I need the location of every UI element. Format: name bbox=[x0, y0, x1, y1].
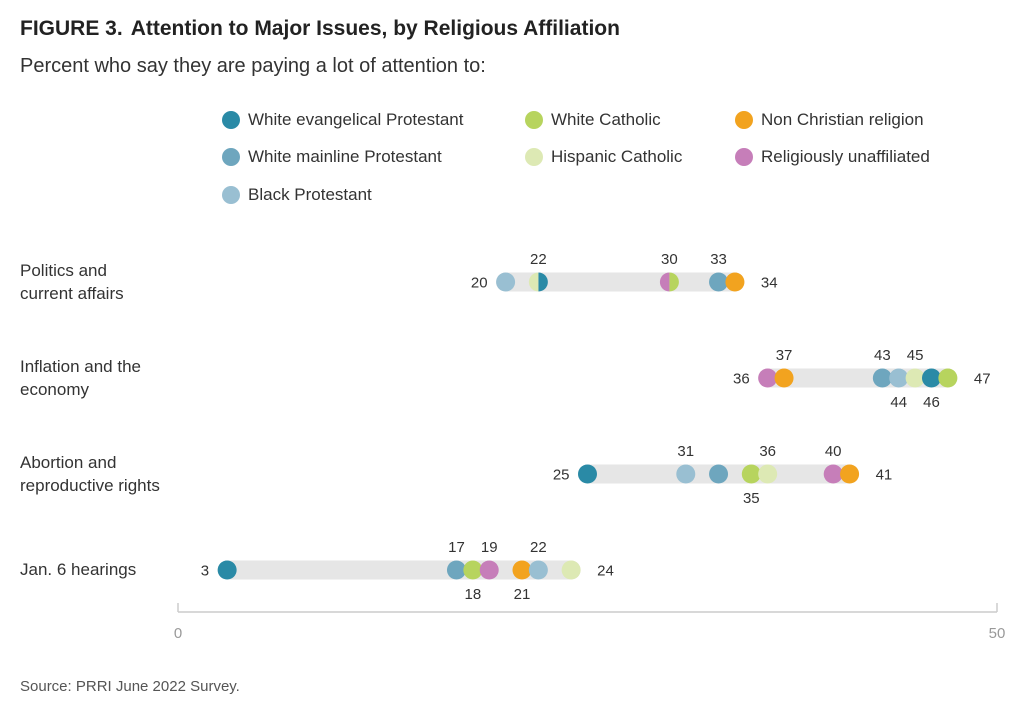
data-label: 19 bbox=[481, 539, 498, 556]
data-point bbox=[741, 464, 761, 484]
legend-swatch bbox=[735, 111, 753, 129]
legend-item: White Catholic bbox=[525, 110, 661, 130]
data-label: 45 bbox=[907, 347, 924, 364]
data-point bbox=[528, 560, 548, 580]
row-label-line: economy bbox=[20, 380, 89, 399]
data-point bbox=[659, 272, 670, 292]
legend-item: Non Christian religion bbox=[735, 110, 924, 130]
row-label-line: current affairs bbox=[20, 284, 124, 303]
data-label: 36 bbox=[759, 443, 776, 460]
row-label-jan6: Jan. 6 hearings bbox=[20, 558, 180, 581]
data-label: 31 bbox=[677, 443, 694, 460]
data-point bbox=[921, 368, 941, 388]
legend-label: Hispanic Catholic bbox=[551, 147, 683, 166]
data-label: 22 bbox=[530, 539, 547, 556]
data-point bbox=[578, 464, 597, 484]
data-point bbox=[840, 464, 860, 484]
legend-label: Black Protestant bbox=[248, 185, 372, 204]
data-point bbox=[528, 272, 539, 292]
data-point bbox=[561, 560, 581, 580]
row-label-line: Jan. 6 hearings bbox=[20, 560, 137, 579]
data-label: 25 bbox=[553, 467, 570, 484]
data-point bbox=[872, 368, 892, 388]
row-label-politics: Politics and current affairs bbox=[20, 259, 180, 305]
data-label: 22 bbox=[530, 251, 547, 268]
legend-label: Religiously unaffiliated bbox=[761, 147, 930, 166]
data-point bbox=[709, 464, 729, 484]
data-point bbox=[463, 560, 483, 580]
data-label: 24 bbox=[597, 563, 614, 580]
data-label: 36 bbox=[733, 371, 750, 388]
row-label-line: reproductive rights bbox=[20, 476, 160, 495]
legend-swatch bbox=[525, 111, 543, 129]
data-point bbox=[905, 368, 925, 388]
data-label: 47 bbox=[974, 371, 991, 388]
data-label: 18 bbox=[464, 586, 481, 603]
source-note: Source: PRRI June 2022 Survey. bbox=[20, 678, 240, 695]
data-label: 35 bbox=[743, 490, 760, 507]
data-point bbox=[669, 272, 679, 292]
data-point bbox=[512, 560, 532, 580]
chart-title: FIGURE 3. Attention to Major Issues, by R… bbox=[20, 17, 620, 41]
legend-item: White evangelical Protestant bbox=[222, 110, 463, 130]
x-tick-label: 0 bbox=[174, 625, 182, 642]
data-label: 20 bbox=[471, 275, 488, 292]
row-label-inflation: Inflation and the economy bbox=[20, 355, 180, 401]
row-label-line: Politics and bbox=[20, 261, 107, 280]
data-point bbox=[938, 368, 958, 388]
data-point bbox=[496, 272, 516, 292]
data-label: 41 bbox=[876, 467, 893, 484]
data-point bbox=[774, 368, 794, 388]
data-point bbox=[758, 368, 778, 388]
legend-label: White Catholic bbox=[551, 110, 661, 129]
data-label: 40 bbox=[825, 443, 842, 460]
chart-subtitle: Percent who say they are paying a lot of… bbox=[20, 55, 486, 77]
legend-item: Black Protestant bbox=[222, 185, 372, 205]
data-label: 34 bbox=[761, 275, 778, 292]
data-point bbox=[709, 272, 729, 292]
data-label: 44 bbox=[890, 394, 907, 411]
data-point bbox=[758, 464, 778, 484]
data-point bbox=[479, 560, 499, 580]
data-point bbox=[676, 464, 696, 484]
data-label: 33 bbox=[710, 251, 727, 268]
data-point bbox=[823, 464, 843, 484]
data-label: 17 bbox=[448, 539, 465, 556]
legend-swatch bbox=[222, 186, 240, 204]
legend-swatch bbox=[735, 148, 753, 166]
data-point bbox=[889, 368, 909, 388]
legend-item: Religiously unaffiliated bbox=[735, 147, 930, 167]
data-point bbox=[446, 560, 466, 580]
legend-item: Hispanic Catholic bbox=[525, 147, 682, 167]
data-label: 21 bbox=[514, 586, 531, 603]
legend-swatch bbox=[222, 148, 240, 166]
data-point bbox=[217, 560, 237, 580]
row-label-line: Inflation and the bbox=[20, 357, 141, 376]
figure-title: Attention to Major Issues, by Religious … bbox=[130, 17, 620, 40]
legend-label: Non Christian religion bbox=[761, 110, 924, 129]
data-point bbox=[725, 272, 745, 292]
legend-label: White mainline Protestant bbox=[248, 147, 442, 166]
data-label: 3 bbox=[201, 563, 209, 580]
data-label: 37 bbox=[776, 347, 793, 364]
figure-number: FIGURE 3. bbox=[20, 17, 123, 40]
data-point bbox=[538, 272, 548, 292]
data-label: 30 bbox=[661, 251, 678, 268]
row-label-line: Abortion and bbox=[20, 453, 117, 472]
legend-swatch bbox=[222, 111, 240, 129]
row-label-abortion: Abortion and reproductive rights bbox=[20, 451, 180, 497]
x-tick-label: 50 bbox=[989, 625, 1006, 642]
legend-label: White evangelical Protestant bbox=[248, 110, 464, 129]
data-label: 46 bbox=[923, 394, 940, 411]
legend-item: White mainline Protestant bbox=[222, 147, 442, 167]
data-label: 43 bbox=[874, 347, 891, 364]
legend-swatch bbox=[525, 148, 543, 166]
